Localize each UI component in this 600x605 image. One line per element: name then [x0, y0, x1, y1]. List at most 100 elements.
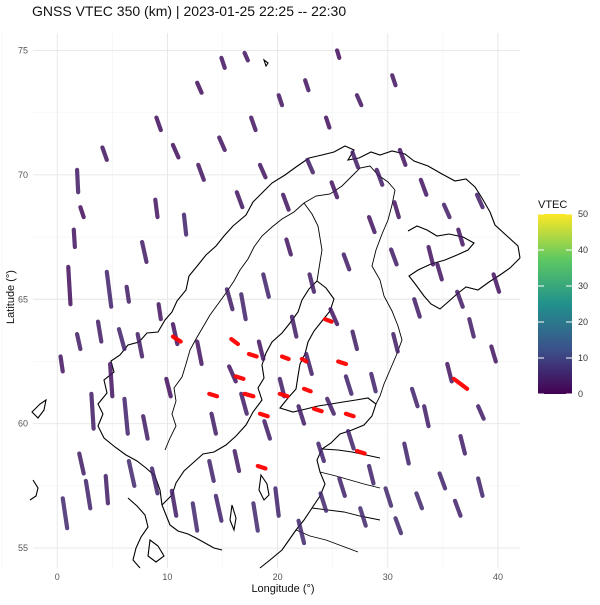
vtec-track	[77, 451, 86, 476]
border-finland-norway	[303, 165, 396, 204]
vtec-track	[337, 476, 347, 498]
vtec-track	[116, 327, 127, 352]
vtec-track	[329, 180, 340, 200]
x-tick-label: 30	[383, 572, 393, 582]
vtec-track-outlier	[277, 391, 290, 399]
coastline-uk-edge	[29, 479, 39, 501]
vtec-track	[60, 496, 70, 531]
vtec-track	[418, 177, 429, 197]
y-tick-label: 70	[18, 170, 28, 180]
colorbar-gradient	[538, 214, 572, 394]
vtec-track	[242, 50, 250, 63]
vtec-track	[409, 386, 420, 409]
vtec-track	[296, 518, 307, 546]
coastline-baltic-east	[259, 403, 377, 569]
vtec-track-outlier	[229, 336, 241, 347]
vtec-track	[139, 239, 149, 265]
legend-title: VTEC	[538, 199, 567, 211]
vtec-track	[224, 287, 235, 312]
vtec-track	[195, 339, 204, 367]
vtec-track	[207, 458, 216, 484]
vtec-track-outlier	[233, 374, 246, 381]
vtec-track-outlier	[336, 359, 349, 367]
vtec-track-outlier	[170, 334, 183, 344]
x-tick-label: 40	[493, 572, 503, 582]
vtec-track	[153, 197, 160, 220]
vtec-track	[437, 471, 448, 491]
colorbar-tick-label: 10	[578, 353, 588, 363]
vtec-track-outlier	[343, 411, 356, 419]
axes-layer: 0 10 20 30 40 55 60 65 70 75	[18, 45, 503, 582]
colorbar-tick-label: 50	[578, 209, 588, 219]
coastline-sweden-south	[161, 504, 223, 551]
vtec-track	[154, 115, 163, 133]
vtec-track	[217, 135, 227, 153]
coastline-denmark	[127, 497, 149, 569]
vtec-track-outlier	[322, 317, 334, 324]
vtec-track	[108, 361, 115, 399]
colorbar-tick-label: 40	[578, 245, 588, 255]
vtec-track	[141, 414, 150, 441]
vtec-track	[323, 115, 332, 130]
vtec-track	[491, 272, 502, 294]
vtec-track	[296, 404, 307, 426]
vtec-track	[58, 354, 65, 374]
vtec-track	[456, 227, 465, 247]
colorbar-tick-label: 20	[578, 317, 588, 327]
vtec-track	[435, 262, 444, 282]
vtec-track	[316, 441, 326, 464]
vtec-track	[489, 344, 498, 364]
vtec-track	[74, 331, 83, 352]
vtec-track-outlier	[255, 463, 268, 471]
vtec-track	[257, 162, 268, 180]
vtec-track	[273, 486, 281, 518]
vtec-track	[126, 458, 137, 488]
vtec-track	[422, 404, 431, 429]
vtec-track	[346, 429, 356, 451]
vtec-track	[170, 142, 181, 160]
vtec-track	[303, 78, 311, 93]
vtec-track	[304, 351, 314, 377]
border-sweden-finland	[303, 202, 323, 282]
y-tick-label: 65	[18, 294, 28, 304]
vtec-track	[402, 441, 411, 466]
vtec-track	[239, 391, 249, 416]
vtec-track	[234, 190, 245, 210]
vtec-track	[100, 145, 109, 163]
vtec-track	[261, 272, 271, 299]
vtec-track	[354, 93, 364, 108]
y-axis-label: Latitude (°)	[5, 270, 17, 324]
vtec-track	[467, 317, 476, 339]
coastline-gulf-of-bothnia-east	[279, 280, 377, 413]
vtec-track	[307, 272, 317, 294]
x-tick-label: 0	[55, 572, 60, 582]
vtec-track	[366, 215, 377, 235]
y-tick-label: 55	[18, 543, 28, 553]
vtec-track	[195, 80, 204, 95]
x-tick-label: 10	[162, 572, 172, 582]
coastline-bear-island	[262, 58, 269, 68]
vtec-track	[476, 404, 486, 421]
vtec-track	[318, 491, 329, 513]
vtec-track	[350, 150, 361, 170]
colorbar-ticks: 0 10 20 30 40 50	[538, 209, 588, 399]
vtec-track	[343, 374, 354, 396]
coastline-gotland	[258, 473, 270, 501]
vtec-track	[190, 501, 200, 533]
vtec-track	[390, 73, 398, 88]
vtec-track	[392, 200, 401, 220]
vtec-track-outlier	[354, 448, 367, 456]
vtec-track	[213, 493, 224, 523]
vtec-track	[227, 364, 238, 384]
vtec-track	[325, 396, 336, 416]
colorbar-tick-label: 30	[578, 281, 588, 291]
vtec-track	[445, 361, 454, 384]
vtec-track	[78, 205, 86, 220]
vtec-track-outlier	[207, 391, 220, 399]
vtec-track	[284, 237, 293, 257]
vtec-track	[256, 339, 266, 362]
vtec-track	[135, 331, 145, 359]
vtec-track	[474, 192, 485, 210]
vtec-track	[251, 501, 260, 533]
vtec-track	[281, 192, 291, 212]
